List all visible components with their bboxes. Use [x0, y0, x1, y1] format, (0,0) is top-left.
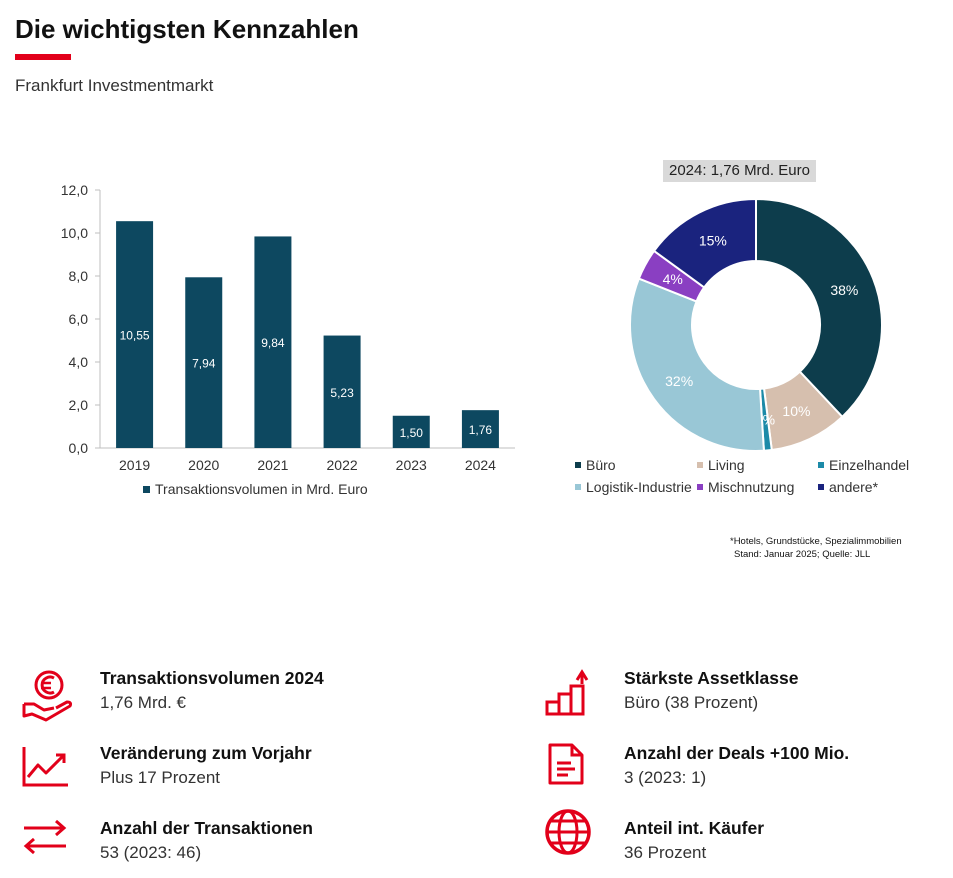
legend-label: Einzelhandel: [829, 457, 909, 473]
donut-slice-label: 10%: [782, 403, 810, 419]
bar: [392, 415, 430, 448]
page-subtitle: Frankfurt Investmentmarkt: [15, 76, 214, 95]
legend-swatch: [575, 484, 581, 490]
y-tick-label: 4,0: [69, 354, 89, 370]
kpi-value: 3 (2023: 1): [624, 768, 707, 787]
donut-slice: [755, 197, 883, 419]
kpi-value: Plus 17 Prozent: [100, 768, 221, 787]
donut-chart: 38%10%1%32%4%15%Büro Living EinzelhandelLo…: [575, 197, 909, 495]
footnote: *Hotels, Grundstücke, Spezialimmobilien …: [730, 535, 902, 561]
donut-slice-label: 15%: [699, 232, 727, 248]
bar: [116, 221, 154, 448]
donut-slice: [629, 277, 765, 452]
kpi-transaction-volume: Transaktionsvolumen 2024 1,76 Mrd. €: [20, 668, 400, 728]
kpi-transaction-count: Anzahl der Transaktionen 53 (2023: 46): [20, 818, 400, 878]
exchange-arrows-icon: [23, 819, 67, 855]
kpi-label: Transaktionsvolumen 2024: [100, 668, 324, 688]
euro-hand-icon: [22, 670, 73, 722]
kpi-label: Anteil int. Käufer: [624, 818, 765, 838]
kpi-label: Stärkste Assetklasse: [624, 668, 799, 688]
x-tick-label: 2022: [327, 457, 358, 473]
document-icon: [548, 743, 584, 785]
legend-label: Transaktionsvolumen in Mrd. Euro: [155, 481, 368, 497]
y-tick-label: 2,0: [69, 397, 89, 413]
legend-swatch: [575, 462, 581, 468]
bar: [254, 236, 292, 448]
x-tick-label: 2019: [119, 457, 150, 473]
x-tick-label: 2021: [257, 457, 288, 473]
legend-swatch: [143, 486, 150, 493]
bar: [185, 277, 223, 448]
kpi-label: Anzahl der Deals +100 Mio.: [624, 743, 850, 763]
x-tick-label: 2024: [465, 457, 496, 473]
kpi-international-buyers: Anteil int. Käufer 36 Prozent: [544, 808, 924, 868]
legend-label: Büro: [586, 457, 616, 473]
donut-chart-title: 2024: 1,76 Mrd. Euro: [663, 160, 816, 182]
y-tick-label: 8,0: [69, 268, 89, 284]
kpi-label: Veränderung zum Vorjahr: [100, 743, 312, 763]
bar: [323, 335, 361, 448]
y-tick-label: 12,0: [61, 182, 88, 198]
kpi-value: 36 Prozent: [624, 843, 707, 862]
bar-value-label: 10,55: [120, 329, 150, 343]
kpi-value: 1,76 Mrd. €: [100, 693, 186, 712]
trend-chart-icon: [22, 747, 68, 787]
title-accent-bar: [15, 54, 71, 60]
legend-swatch: [697, 484, 703, 490]
bar-value-label: 9,84: [261, 336, 285, 350]
legend-label: Logistik-Industrie: [586, 479, 692, 495]
donut-slice-label: 4%: [663, 271, 683, 287]
footnote-line-2: Stand: Januar 2025; Quelle: JLL: [734, 549, 871, 560]
legend-swatch: [697, 462, 703, 468]
donut-slice-label: 32%: [665, 373, 693, 389]
footnote-line-1: *Hotels, Grundstücke, Spezialimmobilien: [730, 536, 902, 547]
kpi-strongest-asset-class: Stärkste Assetklasse Büro (38 Prozent): [544, 668, 924, 728]
y-tick-label: 6,0: [69, 311, 89, 327]
y-tick-label: 10,0: [61, 225, 88, 241]
kpi-change-previous-year: Veränderung zum Vorjahr Plus 17 Prozent: [20, 743, 400, 803]
legend-swatch: [818, 484, 824, 490]
kpi-value: Büro (38 Prozent): [624, 693, 759, 712]
x-tick-label: 2023: [396, 457, 427, 473]
bar: [461, 410, 499, 448]
page-title: Die wichtigsten Kennzahlen: [15, 14, 359, 44]
donut-slice-label: 38%: [830, 282, 858, 298]
legend-swatch: [818, 462, 824, 468]
bar-value-label: 7,94: [192, 357, 216, 371]
donut-slice: [652, 197, 757, 289]
bar-growth-icon: [545, 669, 589, 716]
legend-label: Mischnutzung: [708, 479, 794, 495]
legend-label: Living: [708, 457, 745, 473]
legend-label: andere*: [829, 479, 879, 495]
bar-value-label: 1,50: [400, 426, 424, 440]
bar-chart: 0,0 2,0 4,0 6,0 8,0 10,0 12,0 10,55 2019 7,94 2020…: [61, 182, 515, 497]
kpi-value: 53 (2023: 46): [100, 843, 202, 862]
bar-value-label: 1,76: [469, 423, 493, 437]
y-tick-label: 0,0: [69, 440, 89, 456]
kpi-label: Anzahl der Transaktionen: [100, 818, 313, 838]
x-tick-label: 2020: [188, 457, 219, 473]
kpi-large-deals: Anzahl der Deals +100 Mio. 3 (2023: 1): [544, 743, 924, 803]
bar-value-label: 5,23: [330, 386, 354, 400]
globe-icon: [545, 809, 591, 855]
